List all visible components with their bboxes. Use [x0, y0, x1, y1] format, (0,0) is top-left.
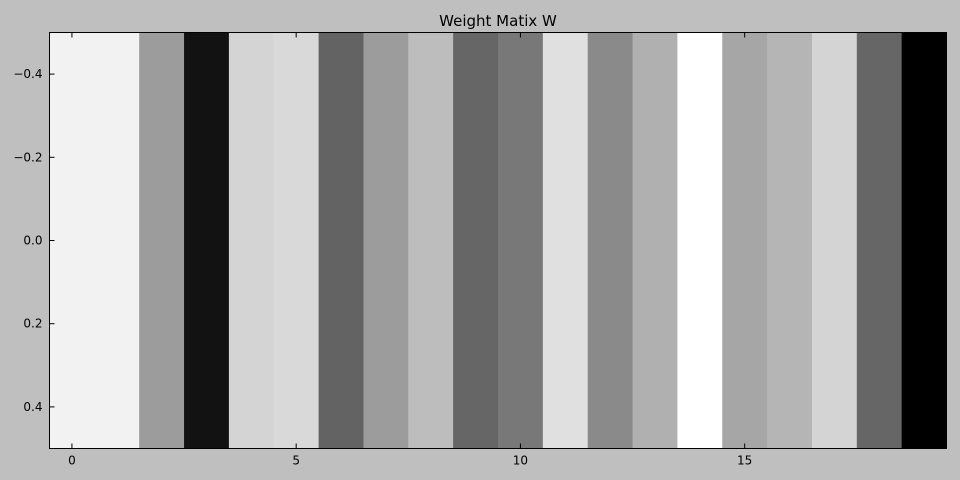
heatmap-cell [363, 32, 409, 449]
x-tick-label: 15 [737, 454, 752, 468]
heatmap-cell [498, 32, 544, 449]
heatmap-cell [767, 32, 813, 449]
heatmap-cell [901, 32, 947, 449]
heatmap-cell [139, 32, 185, 449]
heatmap-cell [228, 32, 275, 449]
y-axis: −0.4 −0.2 0.0 0.2 0.4 [13, 67, 947, 414]
heatmap-cells [49, 32, 947, 449]
y-tick-label: −0.2 [13, 150, 42, 164]
axes-frame [49, 32, 947, 449]
y-tick-label: 0.4 [23, 400, 42, 414]
heatmap-cell [318, 32, 364, 449]
heatmap-cell [273, 32, 320, 449]
y-tick-label: −0.4 [13, 67, 42, 81]
heatmap-cell [184, 32, 230, 449]
heatmap-cell [677, 32, 723, 449]
chart-title: Weight Matix W [439, 12, 557, 30]
y-tick-label: 0.0 [23, 234, 42, 248]
heatmap-cell [587, 32, 634, 449]
y-tick-label: 0.2 [23, 317, 42, 331]
heatmap-cell [542, 32, 589, 449]
heatmap-cell [453, 32, 499, 449]
heatmap-cell [49, 32, 95, 449]
heatmap-cell [632, 32, 678, 449]
heatmap-cell [856, 32, 903, 449]
x-tick-label: 0 [68, 454, 76, 468]
heatmap-cell [722, 32, 768, 449]
heatmap-cell [811, 32, 858, 449]
x-tick-label: 10 [513, 454, 528, 468]
x-tick-label: 5 [292, 454, 300, 468]
heatmap-cell [94, 32, 140, 449]
heatmap-cell [408, 32, 454, 449]
x-axis: 0 5 10 15 [68, 32, 752, 468]
